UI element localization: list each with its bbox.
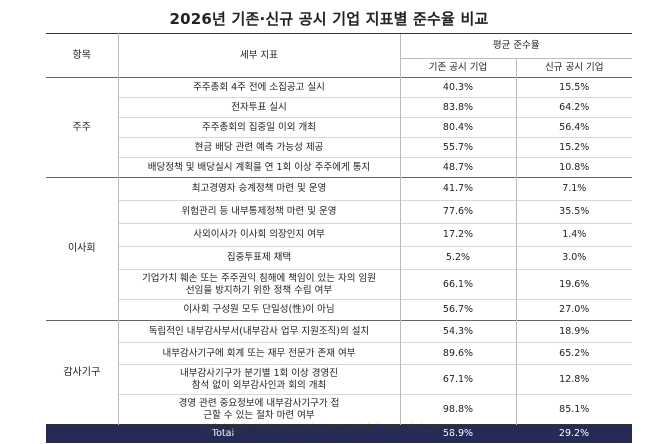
existing-value: 5.2% — [399, 246, 516, 270]
indicator-cell: 사외이사가 이사회 의장인지 여부 — [118, 223, 400, 247]
table-row: 배당정책 및 배당실시 계획을 연 1회 이상 주주에게 통지 48.7% 10… — [46, 157, 633, 178]
new-value: 35.5% — [515, 200, 633, 224]
table-row: 주주 주주총회 4주 전에 소집공고 실시 40.3% 15.5% — [46, 77, 633, 178]
new-value: 10.8% — [515, 157, 633, 178]
new-value: 1.4% — [515, 223, 633, 247]
header-indicator: 세부 지표 — [118, 33, 400, 78]
indicator-cell: 독립적인 내부감사부서(내부감사 업무 지원조직)의 설치 — [118, 320, 400, 343]
indicator-cell: 배당정책 및 배당실시 계획을 연 1회 이상 주주에게 통지 — [118, 157, 400, 178]
table-row: 경영 관련 중요정보에 내부감사기구가 접근할 수 있는 절차 마련 여부 98… — [46, 394, 633, 425]
table-row: 이사회 최고경영자 승계정책 마련 및 운영 41.7% 7.1% — [46, 177, 633, 321]
existing-value: 56.7% — [399, 299, 516, 321]
existing-value: 54.3% — [399, 320, 516, 343]
table-row: 기업가치 훼손 또는 주주권익 침해에 책임이 있는 자의 임원 선임을 방지하… — [46, 269, 633, 300]
indicator-cell: 주주총회의 집중일 이외 개최 — [118, 117, 400, 138]
existing-value: 89.6% — [399, 342, 516, 365]
existing-value: 17.2% — [399, 223, 516, 247]
indicator-cell: 내부감사기구에 회계 또는 재무 전문가 존재 여부 — [118, 342, 400, 365]
existing-value: 67.1% — [399, 364, 516, 395]
table-row: 주주총회의 집중일 이외 개최 80.4% 56.4% — [46, 117, 633, 138]
category-cell: 감사기구 — [46, 320, 119, 425]
table-row: 위험관리 등 내부통제정책 마련 및 운영 77.6% 35.5% — [46, 200, 633, 224]
new-value: 65.2% — [515, 342, 633, 365]
new-value: 18.9% — [515, 320, 633, 343]
existing-value: 77.6% — [399, 200, 516, 224]
source-note: 데이터 출처: 전자공시시스템(DART), 데이터 분석: 리더스인덱스 — [199, 424, 459, 435]
new-value: 27.0% — [515, 299, 633, 321]
existing-value: 48.7% — [399, 157, 516, 178]
new-value: 12.8% — [515, 364, 633, 395]
table-row: 내부감사기구가 분기별 1회 이상 경영진 참석 없이 외부감사인과 회의 개최… — [46, 364, 633, 395]
table-row: 내부감사기구에 회계 또는 재무 전문가 존재 여부 89.6% 65.2% — [46, 342, 633, 365]
indicator-cell: 기업가치 훼손 또는 주주권익 침해에 책임이 있는 자의 임원 선임을 방지하… — [118, 269, 400, 300]
indicator-cell: 최고경영자 승계정책 마련 및 운영 — [118, 177, 400, 201]
new-value: 19.6% — [515, 269, 633, 300]
existing-value: 80.4% — [399, 117, 516, 138]
total-new: 29.2% — [516, 424, 633, 443]
existing-value: 41.7% — [399, 177, 516, 201]
existing-value: 55.7% — [399, 137, 516, 158]
header-average-compliance: 평균 준수율 — [399, 33, 633, 59]
indicator-cell: 현금 배당 관련 예측 가능성 제공 — [118, 137, 400, 158]
new-value: 7.1% — [515, 177, 633, 201]
total-row: Total 58.9% 29.2% — [46, 424, 633, 443]
header-existing: 기존 공시 기업 — [399, 58, 516, 78]
category-cell: 이사회 — [46, 177, 119, 321]
total-label: Total — [46, 424, 400, 443]
table-row: 사외이사가 이사회 의장인지 여부 17.2% 1.4% — [46, 223, 633, 247]
header-category: 항목 — [46, 33, 119, 78]
indicator-cell: 경영 관련 중요정보에 내부감사기구가 접근할 수 있는 절차 마련 여부 — [118, 394, 400, 425]
new-value: 56.4% — [515, 117, 633, 138]
table-row: 집중투표제 채택 5.2% 3.0% — [46, 246, 633, 270]
table-row: 감사기구 독립적인 내부감사부서(내부감사 업무 지원조직)의 설치 54.3%… — [46, 320, 633, 425]
indicator-cell: 내부감사기구가 분기별 1회 이상 경영진 참석 없이 외부감사인과 회의 개최 — [118, 364, 400, 395]
category-cell: 주주 — [46, 77, 119, 178]
new-value: 15.5% — [515, 77, 633, 98]
compliance-table: 항목 세부 지표 평균 준수율 기존 공시 기업 신규 공시 기업 주주 주주총… — [46, 33, 633, 443]
indicator-cell: 이사회 구성원 모두 단일성(性)이 아님 — [118, 299, 400, 321]
indicator-cell: 주주총회 4주 전에 소집공고 실시 — [118, 77, 400, 98]
indicator-cell: 집중투표제 채택 — [118, 246, 400, 270]
table-row: 이사회 구성원 모두 단일성(性)이 아님 56.7% 27.0% — [46, 299, 633, 321]
table-row: 전자투표 실시 83.8% 64.2% — [46, 97, 633, 118]
new-value: 3.0% — [515, 246, 633, 270]
existing-value: 98.8% — [399, 394, 516, 425]
new-value: 64.2% — [515, 97, 633, 118]
indicator-cell: 전자투표 실시 — [118, 97, 400, 118]
total-existing: 58.9% — [400, 424, 516, 443]
header-new: 신규 공시 기업 — [515, 58, 633, 78]
existing-value: 83.8% — [399, 97, 516, 118]
new-value: 85.1% — [515, 394, 633, 425]
table-row: 현금 배당 관련 예측 가능성 제공 55.7% 15.2% — [46, 137, 633, 158]
existing-value: 66.1% — [399, 269, 516, 300]
indicator-cell: 위험관리 등 내부통제정책 마련 및 운영 — [118, 200, 400, 224]
page-title: 2026년 기존·신규 공시 기업 지표별 준수율 비교 — [169, 10, 489, 28]
existing-value: 40.3% — [399, 77, 516, 98]
new-value: 15.2% — [515, 137, 633, 158]
